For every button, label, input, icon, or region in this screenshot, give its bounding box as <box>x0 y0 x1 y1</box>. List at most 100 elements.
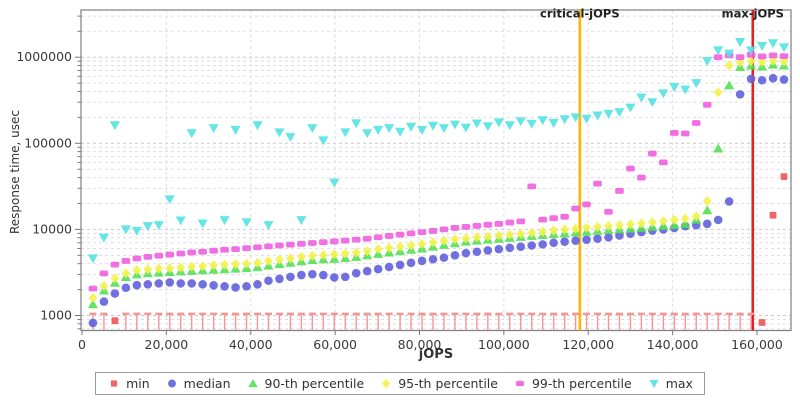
max-point <box>318 136 329 146</box>
circle-icon <box>167 379 176 388</box>
95-th-percentile-point <box>757 56 767 67</box>
95-th-percentile-point <box>143 264 153 275</box>
min-clipped-point <box>155 312 163 315</box>
max-point <box>603 109 614 119</box>
min-clipped-point <box>188 312 196 315</box>
95-th-percentile-point <box>461 233 471 244</box>
legend-item-label: 95-th percentile <box>398 376 498 391</box>
95-th-percentile-point <box>669 214 679 225</box>
max-point <box>614 108 625 118</box>
min-clipped-point <box>648 312 656 315</box>
max-point <box>592 111 603 121</box>
max-point <box>658 89 669 99</box>
95-th-percentile-point <box>187 261 197 272</box>
95-th-percentile-point <box>615 220 624 231</box>
99-th-percentile-point <box>297 240 306 247</box>
min-clipped-point <box>714 312 722 315</box>
99-th-percentile-point <box>275 242 284 249</box>
min-clipped-point <box>177 312 185 315</box>
median-point <box>395 260 405 270</box>
99-th-percentile-point <box>308 240 317 246</box>
max-point <box>680 85 691 95</box>
99-th-percentile-point <box>121 258 131 264</box>
max-point <box>142 222 153 232</box>
95-th-percentile-point <box>571 223 580 234</box>
99-th-percentile-point <box>735 54 745 61</box>
95-th-percentile-point <box>746 56 756 67</box>
95-th-percentile-point <box>154 263 164 274</box>
min-clipped-point <box>495 312 503 315</box>
legend: min median 90-th percentile 95-th percentil… <box>0 372 800 395</box>
min-clipped-point <box>264 312 272 315</box>
median-point <box>242 282 251 291</box>
99-th-percentile-point <box>593 180 602 187</box>
median-point <box>351 268 361 278</box>
99-th-percentile-point <box>428 228 438 234</box>
max-point <box>351 119 362 129</box>
median-point <box>340 272 350 282</box>
x-tick-label: 20,000 <box>145 337 189 352</box>
max-point <box>724 49 735 59</box>
95-th-percentile-point <box>680 213 690 224</box>
min-clipped-point <box>506 312 514 315</box>
max-point <box>164 195 175 205</box>
y-tick-label: 100000 <box>24 135 72 150</box>
max-point <box>647 98 658 108</box>
min-point <box>769 211 777 219</box>
legend-item-95-th-percentile: 95-th percentile <box>379 375 498 392</box>
max-point <box>460 123 472 133</box>
median-point <box>516 242 526 251</box>
max-point <box>373 125 384 135</box>
99-th-percentile-point <box>516 218 526 225</box>
99-th-percentile-point <box>483 221 493 228</box>
median-point <box>88 318 98 328</box>
median-point <box>264 276 273 285</box>
max-point <box>581 114 592 124</box>
min-clipped-point <box>319 312 327 315</box>
95-th-percentile-point <box>472 232 482 243</box>
median-point <box>724 197 734 206</box>
95-th-percentile-point <box>417 238 427 249</box>
median-point <box>713 215 723 225</box>
min-clipped-point <box>232 312 240 315</box>
95-th-percentile-point <box>637 218 646 229</box>
min-clipped-point <box>670 312 678 315</box>
triangle-up-icon <box>247 378 258 388</box>
min-clipped-point <box>583 312 591 315</box>
95-th-percentile-point <box>549 225 559 236</box>
99-th-percentile-point <box>143 253 153 260</box>
99-th-percentile-point <box>713 54 723 61</box>
95-th-percentile-point <box>110 273 120 284</box>
99-th-percentile-point <box>340 237 350 244</box>
median-point <box>571 236 580 245</box>
x-axis-title: jOPS <box>418 347 454 362</box>
99-th-percentile-point <box>286 241 295 248</box>
median-point <box>297 270 306 280</box>
99-th-percentile-point <box>680 130 690 137</box>
99-th-percentile-point <box>571 205 580 212</box>
median-point <box>154 279 164 288</box>
95-th-percentile-point <box>560 224 570 235</box>
min-clipped-point <box>594 312 602 315</box>
95-th-percentile-point <box>450 234 460 245</box>
min-clipped-point <box>418 312 426 315</box>
max-point <box>186 129 197 139</box>
median-point <box>209 281 218 290</box>
min-point <box>780 173 788 181</box>
legend-item-label: 99-th percentile <box>531 376 632 391</box>
99-th-percentile-point <box>384 233 394 239</box>
max-point <box>504 121 515 131</box>
median-point <box>768 73 778 83</box>
median-point <box>439 253 449 262</box>
max-point <box>636 93 647 103</box>
95-th-percentile-point <box>340 248 350 259</box>
min-clipped-point <box>517 312 525 315</box>
series-max <box>87 38 790 264</box>
min-clipped-point <box>473 312 481 315</box>
max-point <box>482 122 493 132</box>
max-point <box>493 118 504 128</box>
y-tick-label: 1000000 <box>16 49 72 64</box>
max-point <box>526 119 537 129</box>
max-point <box>471 119 482 129</box>
max-point <box>625 103 636 113</box>
